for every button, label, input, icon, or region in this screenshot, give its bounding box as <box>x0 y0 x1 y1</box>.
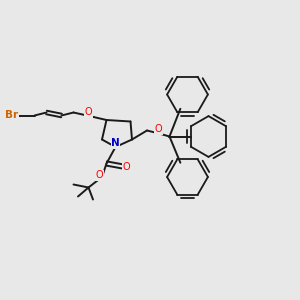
Text: O: O <box>85 107 92 117</box>
Text: N: N <box>111 138 120 148</box>
Text: O: O <box>123 161 130 172</box>
Text: O: O <box>96 170 104 181</box>
Text: Br: Br <box>5 110 18 121</box>
Text: O: O <box>154 124 162 134</box>
